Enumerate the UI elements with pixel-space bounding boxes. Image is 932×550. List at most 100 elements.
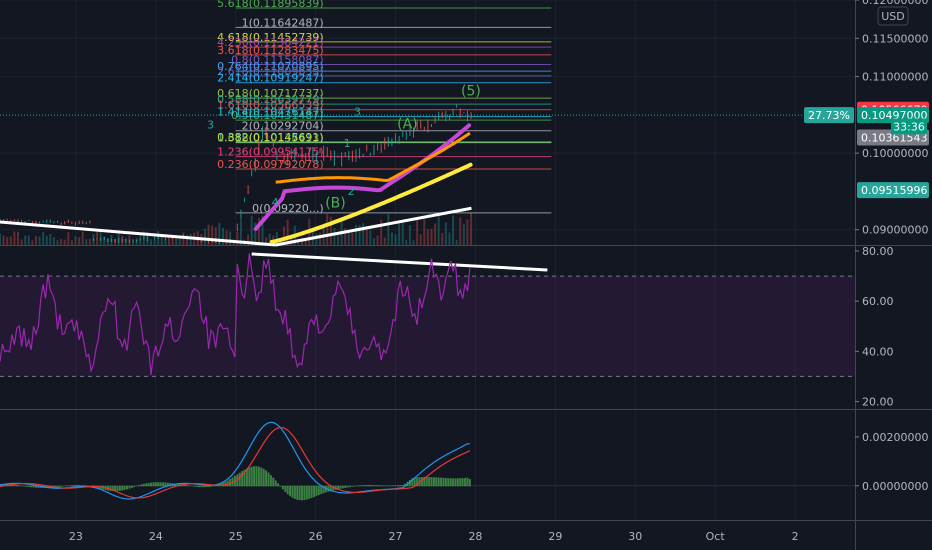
- x-tick-label: 24: [149, 530, 163, 543]
- macd-histogram-bar: [58, 485, 61, 487]
- volume-bar: [221, 227, 224, 245]
- volume-bar: [347, 230, 350, 245]
- change-tag: [804, 107, 854, 124]
- volume-bar: [365, 229, 368, 245]
- volume-bar: [351, 232, 354, 245]
- volume-bar: [60, 238, 63, 245]
- macd-histogram-bar: [61, 485, 64, 487]
- volume-bar: [2, 235, 5, 245]
- volume-bar: [229, 231, 232, 245]
- fib-label: 0(0.09220...): [252, 202, 324, 215]
- macd-histogram-bar: [200, 485, 203, 488]
- macd-histogram-bar: [126, 485, 129, 490]
- macd-histogram-bar: [13, 484, 16, 487]
- macd-panel[interactable]: [0, 421, 855, 501]
- fib-label: 4.236(0.11384221): [217, 36, 324, 49]
- macd-histogram-bar: [118, 485, 121, 491]
- macd-histogram-bar: [452, 478, 455, 487]
- volume-bar: [132, 240, 135, 245]
- macd-histogram-bar: [310, 485, 313, 498]
- fib-label: 3.618(0.11283475): [217, 44, 324, 57]
- x-tick-label: 23: [69, 530, 83, 543]
- macd-histogram-bar: [238, 472, 241, 487]
- fib-label: 2.618(0.11009639): [217, 65, 324, 78]
- currency-button[interactable]: USD: [877, 6, 909, 26]
- volume-bar: [185, 237, 188, 245]
- volume-bar: [423, 219, 426, 245]
- rsi-panel[interactable]: [0, 253, 855, 377]
- volume-bar: [333, 227, 336, 245]
- macd-histogram-bar: [413, 477, 416, 487]
- macd-histogram-bar: [193, 485, 196, 487]
- volume-bar: [275, 231, 278, 245]
- volume-bar: [74, 236, 77, 245]
- macd-histogram-bar: [123, 485, 126, 490]
- price-panel[interactable]: 5.618(0.11895839) 1(0.11642487) 4.618(0.11…: [0, 0, 855, 272]
- fib-label: 0.8(0.11158087): [231, 53, 324, 66]
- macd-histogram-bar: [337, 485, 340, 490]
- macd-histogram-bar: [114, 485, 117, 492]
- trendline-rsi: [251, 252, 548, 272]
- wave-label: 4: [272, 196, 279, 209]
- volume-bar: [78, 237, 81, 245]
- macd-histogram-bar: [185, 485, 188, 487]
- macd-histogram-bar: [190, 485, 193, 487]
- macd-histogram-bar: [358, 485, 361, 487]
- volume-bar: [362, 223, 365, 245]
- volume-bar: [63, 239, 66, 245]
- macd-histogram-bar: [255, 466, 258, 487]
- macd-histogram-bar: [22, 485, 25, 487]
- macd-histogram-bar: [85, 485, 88, 487]
- macd-histogram-bar: [320, 485, 323, 495]
- macd-histogram-bar: [25, 485, 28, 487]
- macd-histogram-bar: [265, 470, 268, 487]
- volume-bar: [358, 225, 361, 245]
- rsi-tick-label: 80.00: [862, 245, 894, 258]
- y-tick-label: 0.09000000: [862, 224, 928, 237]
- macd-histogram-bar: [195, 485, 198, 487]
- macd-histogram-bar: [468, 479, 471, 487]
- volume-bar: [408, 225, 411, 245]
- macd-histogram-bar: [380, 485, 383, 487]
- volume-bar: [103, 236, 106, 245]
- macd-histogram-bar: [420, 477, 423, 487]
- macd-histogram-bar: [423, 476, 426, 487]
- macd-histogram-bar: [68, 485, 71, 487]
- macd-histogram-bar: [173, 483, 176, 487]
- macd-histogram-bar: [298, 485, 301, 501]
- fib-label: 1.414(0.10476147): [217, 106, 324, 119]
- price-tag: [857, 182, 929, 199]
- volume-bar: [452, 215, 455, 245]
- fib-label: 0.764(0.11070895): [217, 60, 324, 73]
- volume-bar: [398, 221, 401, 245]
- volume-bar: [13, 231, 16, 245]
- macd-histogram-bar: [301, 485, 304, 501]
- macd-histogram-bar: [329, 485, 332, 491]
- volume-bar: [261, 215, 264, 245]
- macd-histogram-bar: [404, 483, 407, 487]
- volume-bar: [164, 239, 167, 245]
- signal-line: [0, 426, 471, 499]
- macd-histogram-bar: [46, 485, 49, 488]
- macd-histogram-bar: [305, 485, 308, 500]
- macd-histogram-bar: [459, 478, 462, 487]
- volume-bar: [24, 235, 27, 245]
- volume-bar: [337, 235, 340, 245]
- volume-bar: [218, 222, 221, 245]
- volume-bar: [354, 225, 357, 245]
- rsi-line: [0, 253, 471, 375]
- volume-bar: [257, 217, 260, 245]
- macd-histogram-bar: [435, 477, 438, 487]
- macd-histogram-bar: [253, 466, 256, 487]
- macd-histogram-bar: [389, 485, 392, 487]
- macd-histogram-bar: [111, 485, 114, 491]
- macd-histogram-bar: [212, 485, 215, 487]
- macd-histogram-bar: [260, 467, 263, 487]
- macd-histogram-bar: [73, 485, 76, 487]
- macd-histogram-bar: [401, 484, 404, 487]
- macd-histogram-bar: [279, 485, 282, 487]
- volume-bar: [38, 236, 41, 245]
- trendline-upper: [0, 220, 276, 247]
- fib-label: 0.618(0.10717737): [217, 87, 324, 100]
